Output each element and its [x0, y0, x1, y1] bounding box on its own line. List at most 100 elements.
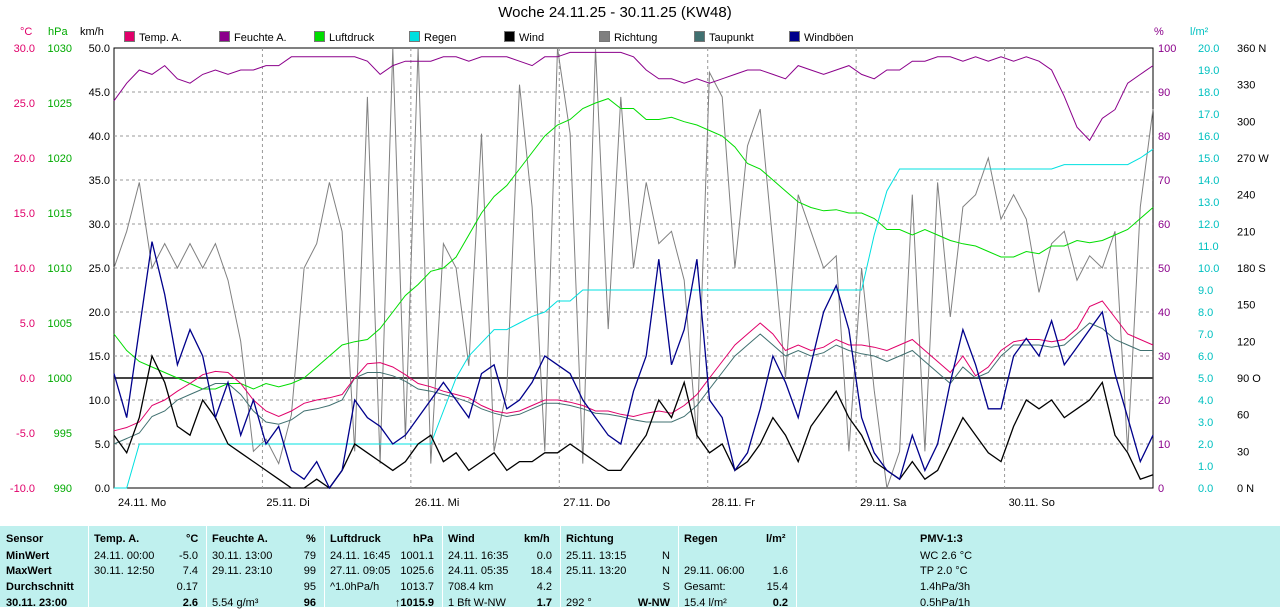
pmv-value: TP 2.0 °C	[920, 565, 968, 577]
direction-tick-label: 270 W	[1237, 153, 1269, 165]
wind-stat-time: 24.11. 05:35	[448, 565, 509, 577]
rain-tick-label: 6.0	[1198, 351, 1213, 363]
legend-swatch	[694, 31, 705, 42]
rain-stat-value: 1.6	[772, 565, 788, 577]
pmv-value: WC 2.6 °C	[920, 550, 973, 562]
humidity-stat-value: 96	[303, 597, 316, 609]
legend-item-wind: Wind	[504, 31, 544, 44]
humidity-tick-label: 50	[1158, 263, 1170, 275]
header-temp-unit: °C	[186, 533, 199, 545]
legend-label: Wind	[519, 32, 545, 44]
rain-stat-value: 15.4	[766, 581, 788, 593]
humidity-tick-label: 100	[1158, 43, 1176, 55]
legend-item-pressure: Luftdruck	[314, 31, 374, 44]
direction-tick-label: 300	[1237, 116, 1255, 128]
direction-tick-label: 30	[1237, 446, 1249, 458]
pressure-stat-time: 24.11. 16:45	[330, 550, 391, 562]
weather-chart: 30.025.020.015.010.05.00.0-5.0-10.010301…	[10, 43, 1269, 509]
rain-tick-label: 19.0	[1198, 65, 1219, 77]
rain-tick-label: 13.0	[1198, 197, 1219, 209]
rain-tick-label: 7.0	[1198, 329, 1213, 341]
pressure-stat-time: ^1.0hPa/h	[330, 581, 380, 593]
header-rain: Regen	[684, 533, 718, 545]
series-line-windb-en	[113, 241, 1154, 490]
rain-tick-label: 4.0	[1198, 395, 1213, 407]
rain-tick-label: 20.0	[1198, 43, 1219, 55]
legend-label: Luftdruck	[329, 32, 375, 44]
direction-stat-value: N	[662, 550, 670, 562]
humidity-tick-label: 20	[1158, 395, 1170, 407]
temp-stat-time: 24.11. 00:00	[94, 550, 155, 562]
wind-tick-label: 30.0	[89, 219, 110, 231]
statistics-table: Sensor Temp. A. °C Feuchte A. % Luftdruc…	[0, 526, 1280, 609]
direction-tick-label: 60	[1237, 410, 1249, 422]
direction-tick-label: 360 N	[1237, 43, 1266, 55]
rain-tick-label: 17.0	[1198, 109, 1219, 121]
humidity-stat-value: 79	[303, 550, 316, 562]
header-humidity: Feuchte A.	[212, 533, 268, 545]
legend-label: Taupunkt	[709, 32, 754, 44]
humidity-tick-label: 60	[1158, 219, 1170, 231]
legend-label: Feuchte A.	[234, 32, 287, 44]
humidity-stat-time: 29.11. 23:10	[212, 565, 273, 577]
wind-tick-label: 10.0	[89, 395, 110, 407]
rain-tick-label: 0.0	[1198, 483, 1213, 495]
pressure-tick-label: 1010	[48, 263, 72, 275]
wind-stat-value: 1.7	[536, 597, 552, 609]
rain-stat-time: Gesamt:	[684, 581, 726, 593]
header-sensor: Sensor	[6, 533, 44, 545]
humidity-tick-label: 40	[1158, 307, 1170, 319]
wind-tick-label: 20.0	[89, 307, 110, 319]
stat-row-label: MinWert	[6, 550, 50, 562]
pressure-tick-label: 995	[54, 428, 72, 440]
wind-stat-value: 0.0	[536, 550, 552, 562]
temp-tick-label: 10.0	[14, 263, 35, 275]
direction-stat-value: W-NW	[637, 597, 670, 609]
direction-tick-label: 150	[1237, 300, 1255, 312]
direction-tick-label: 180 S	[1237, 263, 1266, 275]
wind-stat-value: 4.2	[536, 581, 552, 593]
header-humidity-unit: %	[306, 533, 316, 545]
series-line-luftdruck	[113, 98, 1154, 390]
rain-tick-label: 8.0	[1198, 307, 1213, 319]
header-temp: Temp. A.	[94, 533, 140, 545]
rain-tick-label: 3.0	[1198, 417, 1213, 429]
direction-stat-time: 25.11. 13:20	[566, 565, 627, 577]
series-line-feuchte-a	[113, 51, 1154, 142]
legend-swatch	[124, 31, 135, 42]
direction-tick-label: 210	[1237, 226, 1255, 238]
chart-title: Woche 24.11.25 - 30.11.25 (KW48)	[498, 4, 732, 21]
rain-tick-label: 12.0	[1198, 219, 1219, 231]
temp-tick-label: 5.0	[20, 318, 35, 330]
pressure-tick-label: 990	[54, 483, 72, 495]
stat-row-label: MaxWert	[6, 565, 52, 577]
rain-tick-label: 16.0	[1198, 131, 1219, 143]
series-line-richtung	[113, 47, 1154, 489]
legend-swatch	[504, 31, 515, 42]
humidity-tick-label: 30	[1158, 351, 1170, 363]
header-direction: Richtung	[566, 533, 614, 545]
legend-label: Regen	[424, 32, 457, 44]
rain-tick-label: 11.0	[1198, 241, 1219, 253]
legend-label: Richtung	[614, 32, 658, 44]
temp-tick-label: 25.0	[14, 98, 35, 110]
rain-tick-label: 10.0	[1198, 263, 1219, 275]
pmv-value: 0.5hPa/1h	[920, 597, 971, 609]
temp-tick-label: 20.0	[14, 153, 35, 165]
humidity-unit-label: %	[1154, 26, 1164, 38]
header-rain-unit: l/m²	[766, 533, 786, 545]
temp-tick-label: -5.0	[16, 428, 35, 440]
series-line-taupunkt	[113, 322, 1153, 445]
legend-swatch	[789, 31, 800, 42]
pmv-value: 1.4hPa/3h	[920, 581, 971, 593]
wind-tick-label: 35.0	[89, 175, 110, 187]
pressure-stat-time: 27.11. 09:05	[330, 565, 391, 577]
stat-row-label: Durchschnitt	[6, 581, 74, 593]
pressure-tick-label: 1015	[48, 208, 72, 220]
wind-tick-label: 15.0	[89, 351, 110, 363]
x-tick-label: 25.11. Di	[266, 497, 309, 509]
wind-tick-label: 40.0	[89, 131, 110, 143]
direction-tick-label: 90 O	[1237, 373, 1261, 385]
rain-tick-label: 1.0	[1198, 461, 1213, 473]
series-line-temp-a	[113, 300, 1154, 432]
